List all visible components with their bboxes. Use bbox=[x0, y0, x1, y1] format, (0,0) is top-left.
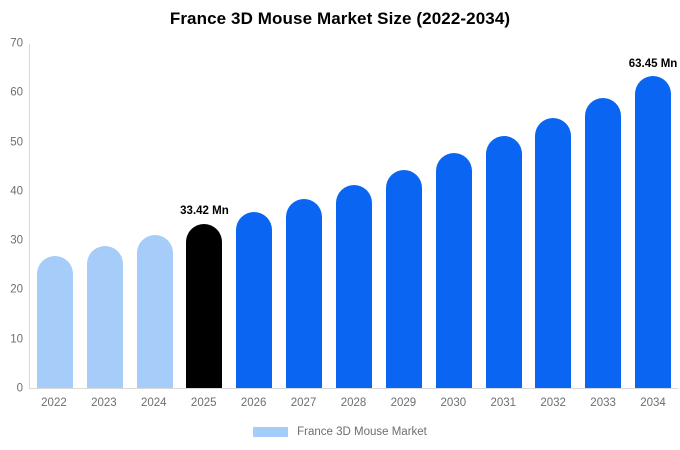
y-tick-label: 70 bbox=[10, 37, 23, 50]
bar-2030[interactable] bbox=[435, 153, 472, 388]
x-tick-label: 2034 bbox=[640, 397, 666, 409]
bar-2032[interactable] bbox=[535, 117, 572, 388]
y-tick-label: 40 bbox=[10, 185, 23, 198]
bar-2026[interactable] bbox=[236, 211, 273, 388]
x-tick-label: 2023 bbox=[91, 397, 117, 409]
y-tick-label: 50 bbox=[10, 135, 23, 148]
bar-slot bbox=[379, 44, 429, 388]
x-tick-label: 2022 bbox=[41, 397, 67, 409]
x-tick-label: 2033 bbox=[590, 397, 616, 409]
bar-2022[interactable] bbox=[36, 256, 73, 388]
x-tick-label: 2025 bbox=[190, 397, 217, 409]
bar-slot bbox=[229, 44, 279, 388]
x-tick-label: 2028 bbox=[340, 397, 367, 409]
bar-slot: 63.45 Mn bbox=[628, 44, 678, 388]
bar-slot bbox=[429, 44, 479, 388]
bar-slot bbox=[30, 44, 80, 388]
bar-value-label: 63.45 Mn bbox=[628, 57, 678, 70]
x-axis: 2022 2023 2024 2025 2026 2027 2028 2029 2030 2031… bbox=[29, 397, 678, 409]
y-tick-label: 20 bbox=[10, 283, 23, 296]
bar-value-label: 33.42 Mn bbox=[180, 205, 229, 218]
legend-label: France 3D Mouse Market bbox=[297, 426, 427, 438]
bar-2031[interactable] bbox=[485, 135, 522, 388]
y-tick-label: 60 bbox=[10, 86, 23, 99]
bar-2024[interactable] bbox=[136, 235, 173, 388]
bar-slot bbox=[528, 44, 578, 388]
legend[interactable]: France 3D Mouse Market bbox=[0, 426, 680, 438]
x-tick-label: 2031 bbox=[490, 397, 517, 409]
bar-slot bbox=[130, 44, 180, 388]
bar-slot bbox=[479, 44, 529, 388]
legend-swatch bbox=[253, 427, 289, 437]
bar-2027[interactable] bbox=[286, 198, 323, 388]
chart-title: France 3D Mouse Market Size (2022-2034) bbox=[169, 9, 511, 28]
bar-slot bbox=[329, 44, 379, 388]
x-tick-label: 2032 bbox=[540, 397, 566, 409]
bar-2023[interactable] bbox=[86, 245, 123, 388]
bar-slot bbox=[279, 44, 329, 388]
bar-slot bbox=[80, 44, 130, 388]
bar-slot bbox=[578, 44, 628, 388]
y-axis: 0 10 20 30 40 50 60 70 bbox=[0, 38, 23, 394]
y-tick-label: 0 bbox=[16, 382, 23, 395]
x-tick-label: 2026 bbox=[240, 397, 267, 409]
bar-2025[interactable] bbox=[186, 223, 223, 388]
bar-2033[interactable] bbox=[585, 97, 622, 388]
bars-area: 33.42 Mn 63.45 Mn bbox=[30, 44, 678, 388]
x-tick-label: 2029 bbox=[390, 397, 417, 409]
bar-2029[interactable] bbox=[385, 169, 422, 388]
y-tick-label: 10 bbox=[10, 332, 23, 345]
x-tick-label: 2024 bbox=[141, 397, 167, 409]
x-tick-label: 2030 bbox=[440, 397, 467, 409]
bar-slot: 33.42 Mn bbox=[180, 44, 230, 388]
bar-2034[interactable] bbox=[635, 76, 672, 388]
x-tick-label: 2027 bbox=[290, 397, 317, 409]
bar-2028[interactable] bbox=[335, 184, 372, 388]
plot-area: 33.42 Mn 63.45 Mn bbox=[29, 44, 678, 389]
y-tick-label: 30 bbox=[10, 234, 23, 247]
